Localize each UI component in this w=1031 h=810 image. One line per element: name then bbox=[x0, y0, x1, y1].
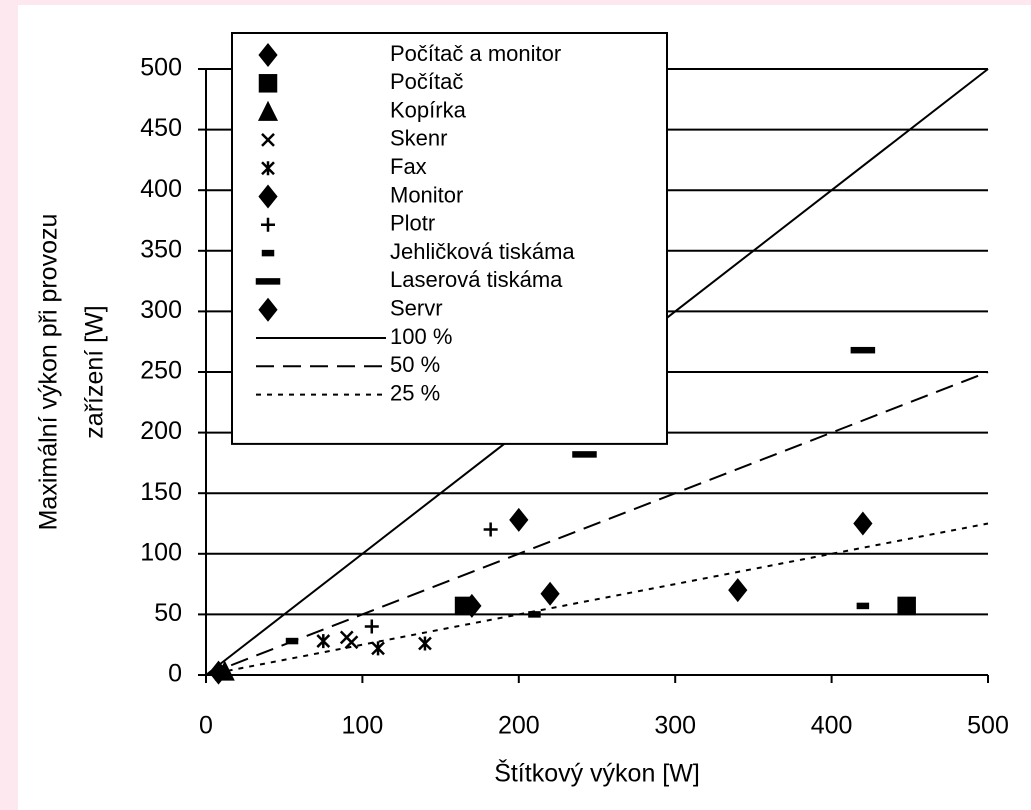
legend-label: Plotr bbox=[390, 211, 435, 236]
point bbox=[853, 511, 873, 536]
y-tick-label: 500 bbox=[140, 54, 182, 82]
legend-label: Jehličková tiskáma bbox=[390, 239, 575, 264]
y-axis-title: zařízení [W] bbox=[81, 305, 109, 438]
legend-marker bbox=[257, 100, 279, 121]
point bbox=[856, 602, 870, 610]
legend-marker bbox=[261, 133, 275, 147]
legend-label: Skenr bbox=[390, 126, 447, 151]
point bbox=[850, 346, 876, 354]
y-tick-label: 350 bbox=[140, 235, 182, 263]
y-tick-label: 50 bbox=[154, 599, 182, 627]
point bbox=[285, 637, 299, 645]
legend-label: Servr bbox=[390, 296, 443, 321]
legend-label: Laserová tiskáma bbox=[390, 267, 563, 292]
y-tick-label: 150 bbox=[140, 478, 182, 506]
legend-marker bbox=[258, 74, 278, 93]
legend-marker bbox=[261, 249, 275, 257]
point bbox=[371, 641, 385, 656]
reference-line bbox=[205, 522, 989, 676]
point bbox=[897, 596, 916, 616]
legend-marker bbox=[258, 297, 278, 322]
legend-label: 100 % bbox=[390, 324, 452, 349]
legend-label: Kopírka bbox=[390, 97, 467, 122]
x-axis-title: Štítkový výkon [W] bbox=[494, 759, 700, 788]
legend-label: 25 % bbox=[390, 380, 440, 405]
x-tick-label: 500 bbox=[967, 712, 1009, 740]
legend-marker bbox=[261, 161, 275, 176]
legend-marker bbox=[258, 184, 278, 209]
point bbox=[483, 522, 498, 537]
y-axis-title: Maximální výkon při provozu bbox=[35, 214, 63, 531]
x-tick-label: 400 bbox=[811, 712, 853, 740]
y-tick-label: 400 bbox=[140, 175, 182, 203]
legend-label: Počítač a monitor bbox=[390, 41, 561, 66]
x-tick-label: 300 bbox=[654, 712, 696, 740]
y-tick-label: 0 bbox=[168, 660, 182, 688]
point bbox=[316, 634, 331, 649]
point bbox=[344, 635, 359, 650]
y-tick-label: 250 bbox=[140, 357, 182, 385]
x-tick-label: 100 bbox=[342, 712, 384, 740]
y-tick-label: 300 bbox=[140, 296, 182, 324]
point bbox=[364, 619, 379, 634]
legend-marker bbox=[261, 217, 275, 232]
point bbox=[528, 611, 541, 618]
y-tick-label: 200 bbox=[140, 417, 182, 445]
point bbox=[509, 507, 529, 532]
point bbox=[572, 451, 597, 458]
x-tick-label: 200 bbox=[498, 712, 540, 740]
x-tick-label: 0 bbox=[199, 712, 213, 740]
reference-line bbox=[205, 371, 989, 676]
point bbox=[540, 581, 560, 606]
legend-marker bbox=[258, 42, 278, 68]
point bbox=[418, 636, 432, 651]
point bbox=[214, 660, 235, 681]
point bbox=[728, 578, 748, 603]
legend-label: 50 % bbox=[390, 352, 440, 377]
y-tick-label: 100 bbox=[140, 538, 182, 566]
legend-label: Monitor bbox=[390, 182, 463, 207]
point bbox=[454, 596, 474, 616]
legend-label: Fax bbox=[390, 154, 427, 179]
y-tick-label: 450 bbox=[140, 114, 182, 142]
legend-label: Počítač bbox=[390, 69, 463, 94]
legend-marker bbox=[255, 278, 281, 285]
legend-box bbox=[231, 32, 668, 445]
